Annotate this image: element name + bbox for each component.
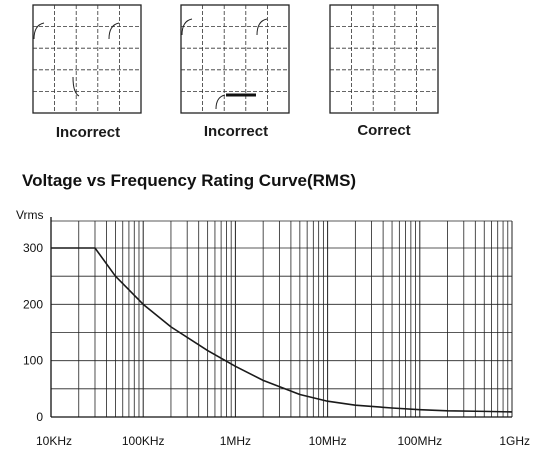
x-tick-label: 1MHz — [220, 434, 251, 448]
chart-title: Voltage vs Frequency Rating Curve(RMS) — [22, 171, 356, 190]
x-tick-label: 10MHz — [309, 434, 347, 448]
scope-waveform — [181, 18, 268, 110]
scope-label-incorrect-2: Incorrect — [204, 123, 268, 140]
scope-spike — [108, 22, 120, 40]
x-tick-label: 100MHz — [397, 434, 442, 448]
scope-incorrect-1 — [32, 4, 142, 114]
y-tick-label: 300 — [23, 241, 43, 255]
x-tick-label: 100KHz — [122, 434, 165, 448]
scope-frame — [32, 4, 142, 114]
scope-grid — [33, 5, 141, 113]
x-tick-label: 10KHz — [36, 434, 72, 448]
y-tick-label: 0 — [36, 410, 43, 424]
grid-horizontal — [51, 220, 512, 418]
scope-spike — [181, 18, 193, 36]
y-tick-label: 200 — [23, 297, 43, 311]
chart-axes — [50, 217, 512, 418]
y-tick-label: 100 — [23, 354, 43, 368]
scope-spike — [256, 18, 268, 36]
y-axis-label: Vrms — [16, 208, 44, 222]
series-group — [51, 247, 513, 413]
scope-frame — [329, 4, 439, 114]
grid-vertical — [50, 221, 513, 417]
scope-spike — [215, 94, 226, 110]
scope-incorrect-2 — [180, 4, 290, 114]
scope-spike — [33, 22, 45, 40]
series-line — [51, 247, 513, 413]
scope-grid — [181, 5, 289, 113]
y-tick-labels: 0 100 200 300 — [23, 241, 43, 424]
scope-label-incorrect-1: Incorrect — [56, 124, 120, 141]
x-tick-labels: 10KHz 100KHz 1MHz 10MHz 100MHz 1GHz — [36, 434, 530, 448]
scope-spike — [72, 76, 80, 97]
scope-label-correct: Correct — [357, 122, 410, 139]
scope-grid — [330, 5, 438, 113]
scope-correct — [329, 4, 439, 114]
scope-frame — [180, 4, 290, 114]
scope-panels: Incorrect Incorrect Correct — [32, 4, 439, 141]
chart-area: 0 100 200 300 10KHz 100KHz 1MHz 10MHz 100MHz 1GH… — [23, 217, 530, 448]
x-tick-label: 1GHz — [499, 434, 530, 448]
scope-waveform — [33, 22, 120, 97]
